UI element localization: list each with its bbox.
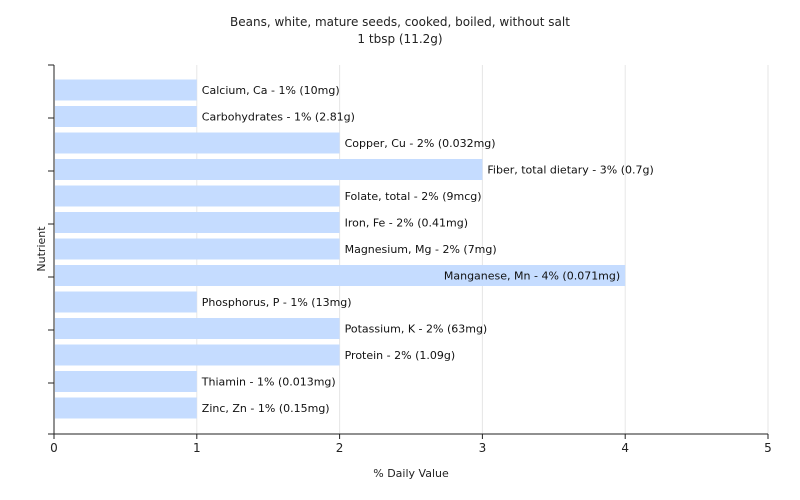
bar-data-label: Protein - 2% (1.09g) bbox=[345, 349, 456, 362]
bar-data-label: Phosphorus, P - 1% (13mg) bbox=[202, 296, 352, 309]
bar bbox=[55, 106, 197, 127]
bar-data-label: Iron, Fe - 2% (0.41mg) bbox=[345, 217, 468, 230]
chart-subtitle: 1 tbsp (11.2g) bbox=[357, 32, 443, 46]
bar bbox=[55, 159, 483, 180]
bar bbox=[55, 212, 340, 233]
bar bbox=[55, 132, 340, 154]
x-axis-title: % Daily Value bbox=[373, 467, 449, 480]
x-tick-label: 2 bbox=[336, 441, 344, 455]
bar-data-label: Zinc, Zn - 1% (0.15mg) bbox=[202, 402, 330, 415]
bar bbox=[55, 318, 340, 339]
x-tick-label: 5 bbox=[764, 441, 772, 455]
chart-title: Beans, white, mature seeds, cooked, boil… bbox=[230, 15, 570, 29]
bar bbox=[55, 371, 197, 392]
bar bbox=[55, 185, 340, 207]
x-tick-label: 0 bbox=[50, 441, 58, 455]
bar-data-label: Copper, Cu - 2% (0.032mg) bbox=[345, 137, 496, 150]
bar bbox=[55, 397, 197, 419]
bar bbox=[55, 238, 340, 260]
bars: Calcium, Ca - 1% (10mg) Carbohydrates - 1… bbox=[55, 79, 654, 419]
bar bbox=[55, 291, 197, 313]
bar-data-label: Thiamin - 1% (0.013mg) bbox=[201, 376, 336, 389]
bar bbox=[55, 344, 340, 366]
bar-data-label: Manganese, Mn - 4% (0.071mg) bbox=[444, 270, 620, 283]
x-tick-label: 4 bbox=[621, 441, 629, 455]
y-axis-title: Nutrient bbox=[35, 226, 48, 272]
bar bbox=[55, 265, 626, 286]
bar-data-label: Fiber, total dietary - 3% (0.7g) bbox=[487, 164, 653, 177]
bar-data-label: Magnesium, Mg - 2% (7mg) bbox=[345, 243, 497, 256]
axes: 0 1 2 3 4 5 bbox=[48, 64, 772, 455]
bar-data-label: Calcium, Ca - 1% (10mg) bbox=[202, 84, 340, 97]
bar-data-label: Folate, total - 2% (9mcg) bbox=[345, 190, 482, 203]
bar-data-label: Potassium, K - 2% (63mg) bbox=[345, 323, 488, 336]
x-tick-label: 3 bbox=[479, 441, 487, 455]
bar-data-label: Carbohydrates - 1% (2.81g) bbox=[202, 111, 355, 124]
x-tick-label: 1 bbox=[193, 441, 201, 455]
bar bbox=[55, 79, 197, 101]
